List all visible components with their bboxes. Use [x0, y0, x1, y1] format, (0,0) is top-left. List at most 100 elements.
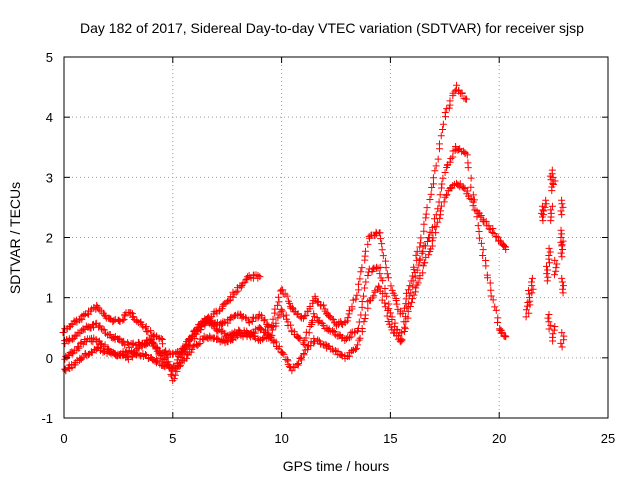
- trace-1-marker: [141, 324, 149, 332]
- trace-2-marker: [436, 140, 444, 148]
- trace-4-marker: [437, 202, 445, 210]
- late-cluster-marker: [545, 318, 553, 326]
- trace-4-marker: [293, 360, 301, 368]
- trace-2-marker: [361, 247, 369, 255]
- trace-2-marker: [431, 167, 439, 175]
- trace-3-marker: [479, 246, 487, 254]
- trace-4-marker: [432, 229, 440, 237]
- late-cluster-marker: [544, 314, 552, 322]
- trace-4-marker: [289, 363, 297, 371]
- trace-2-marker: [378, 246, 386, 254]
- trace-2-marker: [428, 184, 436, 192]
- trace-1-marker: [256, 273, 264, 281]
- late-cluster-marker: [558, 274, 566, 282]
- trace-3-marker: [413, 266, 421, 274]
- trace-2-marker: [391, 291, 399, 299]
- trace-4-marker: [383, 312, 391, 320]
- trace-4-marker: [263, 330, 271, 338]
- trace-3-marker: [436, 191, 444, 199]
- trace-4-marker: [404, 307, 412, 315]
- trace-2-marker: [406, 282, 414, 290]
- late-cluster-marker: [558, 278, 566, 286]
- trace-2-marker: [382, 257, 390, 265]
- axis-ticks: 0 5 10 15 20 25 -1 0 1 2 3 4 5: [41, 50, 615, 446]
- trace-3-marker: [415, 261, 423, 269]
- trace-4-marker: [440, 198, 448, 206]
- trace-2-marker: [392, 296, 400, 304]
- late-cluster-marker: [548, 202, 556, 210]
- trace-3-marker: [421, 242, 429, 250]
- y-axis-label: SDTVAR / TECUs: [7, 182, 23, 294]
- trace-3-marker: [208, 321, 216, 329]
- x-tick-label: 15: [383, 431, 397, 446]
- trace-4-marker: [419, 262, 427, 270]
- trace-4-marker: [156, 357, 164, 365]
- trace-2-marker: [377, 235, 385, 243]
- trace-4-marker: [228, 336, 236, 344]
- trace-1-marker: [237, 283, 245, 291]
- trace-4-marker: [449, 182, 457, 190]
- trace-2-marker: [458, 89, 466, 97]
- trace-3-marker: [287, 321, 295, 329]
- trace-4-marker: [379, 289, 387, 297]
- x-tick-label: 0: [60, 431, 67, 446]
- late-cluster-marker: [551, 256, 559, 264]
- late-cluster-marker: [541, 203, 549, 211]
- y-tick-label: 2: [46, 231, 53, 246]
- trace-2-marker: [376, 229, 384, 237]
- trace-2-marker: [116, 335, 124, 343]
- trace-2-marker: [416, 243, 424, 251]
- trace-3-marker: [469, 191, 477, 199]
- x-tick-label: 10: [274, 431, 288, 446]
- trace-3-marker: [181, 344, 189, 352]
- trace-4-marker: [131, 349, 139, 357]
- trace-3-marker: [416, 255, 424, 263]
- trace-4-marker: [296, 354, 304, 362]
- trace-4-marker: [176, 362, 184, 370]
- trace-3-marker: [129, 353, 137, 361]
- x-tick-label: 20: [492, 431, 506, 446]
- trace-2-marker: [302, 312, 310, 320]
- late-cluster-marker: [559, 282, 567, 290]
- trace-1-marker: [93, 301, 101, 309]
- trace-3-marker: [419, 247, 427, 255]
- trace-1-marker: [127, 309, 135, 317]
- trace-1-marker: [133, 317, 141, 325]
- trace-2-marker: [422, 214, 430, 222]
- trace-4-marker: [429, 234, 437, 242]
- trace-2-marker: [426, 195, 434, 203]
- trace-4-marker: [466, 195, 474, 203]
- trace-4-marker: [355, 336, 363, 344]
- trace-4-marker: [142, 350, 150, 358]
- trace-2-marker: [260, 316, 268, 324]
- late-cluster-marker: [560, 332, 568, 340]
- trace-1-marker: [59, 328, 67, 336]
- trace-4-marker: [288, 367, 296, 375]
- trace-3-marker: [464, 164, 472, 172]
- late-cluster-marker: [528, 289, 536, 297]
- trace-2-marker: [317, 302, 325, 310]
- trace-4-marker: [492, 233, 500, 241]
- late-cluster-marker: [557, 249, 565, 257]
- late-cluster-marker: [558, 230, 566, 238]
- late-cluster-marker: [544, 273, 552, 281]
- trace-4-marker: [206, 333, 214, 341]
- trace-4-marker: [361, 311, 369, 319]
- trace-3-marker: [477, 239, 485, 247]
- trace-2-marker: [343, 317, 351, 325]
- trace-4-marker: [232, 334, 240, 342]
- trace-1-marker: [111, 315, 119, 323]
- trace-4-marker: [370, 292, 378, 300]
- trace-4-marker: [375, 282, 383, 290]
- trace-3-marker: [305, 329, 313, 337]
- trace-2-marker: [274, 293, 282, 301]
- trace-4-marker: [404, 314, 412, 322]
- trace-2-marker: [313, 297, 321, 305]
- trace-3-marker: [482, 262, 490, 270]
- trace-3-marker: [319, 321, 327, 329]
- grid-lines: [64, 57, 608, 418]
- late-cluster-marker: [543, 277, 551, 285]
- late-cluster-marker: [557, 238, 565, 246]
- late-cluster-marker: [546, 248, 554, 256]
